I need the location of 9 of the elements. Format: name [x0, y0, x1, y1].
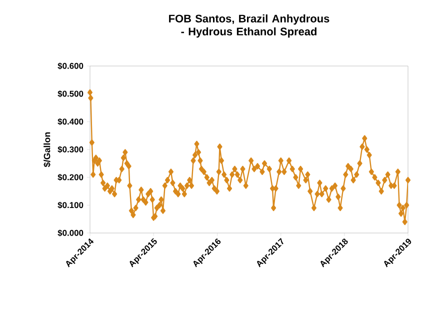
y-tick-label: $0.500 [58, 90, 84, 98]
y-tick-label: $0.600 [58, 62, 84, 70]
chart-title: FOB Santos, Brazil Anhydrous - Hydrous Ethanol Spread [169, 14, 330, 38]
y-tick-label: $0.200 [58, 174, 84, 181]
y-tick-label: $0.100 [58, 202, 84, 209]
y-tick-label: $0.000 [58, 230, 84, 236]
y-tick-label: $0.400 [58, 118, 84, 126]
y-axis-title: $/Gallon [43, 132, 51, 168]
y-tick-label: $0.300 [58, 146, 84, 153]
